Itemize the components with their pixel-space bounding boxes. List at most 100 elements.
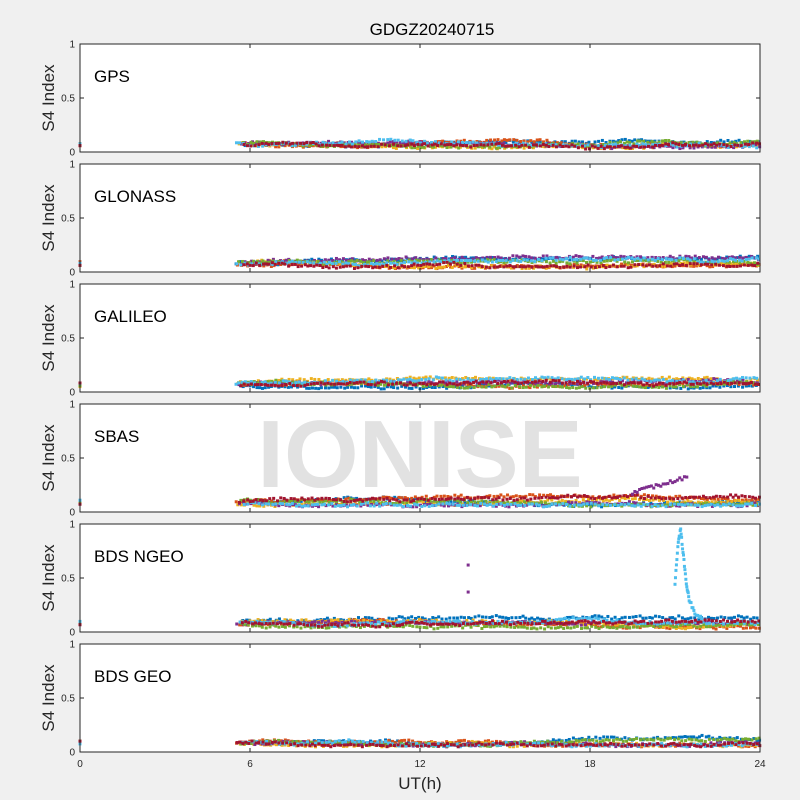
s4-point	[702, 497, 706, 501]
s4-point	[571, 504, 575, 508]
s4-point	[637, 377, 641, 381]
s4-point	[578, 145, 582, 149]
s4-point	[382, 138, 386, 142]
s4-point	[663, 265, 667, 269]
s4-point	[596, 625, 600, 629]
s4-point	[547, 145, 551, 149]
s4-point	[466, 377, 470, 381]
s4-point	[340, 140, 344, 144]
s4-point	[431, 378, 435, 382]
s4-point	[709, 381, 713, 385]
s4-point	[534, 143, 538, 147]
s4-point	[686, 499, 690, 503]
s4-point	[417, 379, 421, 383]
s4-point	[264, 141, 268, 145]
s4-point	[496, 143, 500, 147]
s4-point	[367, 257, 371, 261]
s4-point	[300, 504, 304, 508]
s4-point	[472, 378, 476, 382]
s4-point	[491, 504, 495, 508]
s4-point	[701, 502, 705, 506]
s4-point	[543, 501, 547, 505]
s4-point	[432, 499, 436, 503]
s4-point	[414, 385, 418, 389]
s4-point	[610, 147, 614, 151]
s4-point	[524, 494, 528, 498]
s4-point	[391, 146, 395, 150]
s4-point	[594, 264, 598, 268]
s4-point	[379, 619, 383, 623]
s4-point	[566, 500, 570, 504]
s4-point	[599, 380, 603, 384]
s4-point	[455, 380, 459, 384]
s4-point	[645, 381, 649, 385]
s4-point	[689, 503, 693, 507]
s4-point	[742, 263, 746, 267]
s4-point	[414, 377, 418, 381]
s4-point	[564, 378, 568, 382]
s4-point	[473, 266, 477, 270]
s4-point	[274, 260, 278, 264]
s4-point	[473, 500, 477, 504]
s4-point	[616, 503, 620, 507]
y-axis-label: S4 Index	[39, 64, 58, 132]
s4-point	[372, 259, 376, 263]
s4-point	[680, 141, 684, 145]
s4-point	[267, 262, 271, 266]
s4-point	[260, 380, 264, 384]
s4-point	[261, 259, 265, 263]
s4-point	[650, 377, 654, 381]
s4-point	[602, 257, 606, 261]
s4-point	[308, 619, 312, 623]
s4-point	[382, 383, 386, 387]
s4-point	[255, 140, 259, 144]
s4-point	[249, 382, 253, 386]
s4-point	[359, 259, 363, 263]
s4-point	[553, 502, 557, 506]
s4-point	[594, 498, 598, 502]
s4-point	[332, 261, 336, 265]
s4-point	[625, 140, 629, 144]
s4-point	[400, 139, 404, 143]
s4-point	[421, 498, 425, 502]
s4-point	[339, 618, 343, 622]
s4-point	[508, 138, 512, 142]
s4-point	[624, 144, 628, 148]
s4-point	[653, 143, 657, 147]
s4-point	[490, 142, 494, 146]
s4-point	[756, 261, 760, 265]
s4-point	[684, 254, 688, 258]
s4-point	[664, 377, 668, 381]
s4-point	[690, 377, 694, 381]
s4-point	[313, 620, 317, 624]
s4-point	[301, 260, 305, 264]
s4-point	[294, 260, 298, 264]
s4-point	[439, 503, 443, 507]
s4-point	[511, 254, 515, 258]
s4-point	[677, 614, 681, 618]
s4-point	[407, 618, 411, 622]
s4-point	[455, 385, 459, 389]
s4-point	[487, 382, 491, 386]
s4-point	[368, 504, 372, 508]
s4-point	[287, 259, 291, 263]
s4-point	[246, 381, 250, 385]
s4-point	[414, 500, 418, 504]
s4-point	[306, 497, 310, 501]
s4-point	[413, 495, 417, 499]
s4-point	[413, 616, 417, 620]
s4-point	[439, 142, 443, 146]
s4-point	[444, 617, 448, 621]
s4-point	[453, 493, 457, 497]
s4-point	[441, 257, 445, 261]
s4-point	[368, 499, 372, 503]
s4-point	[594, 258, 598, 262]
s4-point	[260, 141, 264, 145]
s4-point	[329, 618, 333, 622]
s4-point	[302, 378, 306, 382]
s4-point	[309, 377, 313, 381]
s4-point	[530, 502, 534, 506]
s4-point	[403, 144, 407, 148]
s4-point	[451, 502, 455, 506]
s4-point	[488, 622, 492, 626]
